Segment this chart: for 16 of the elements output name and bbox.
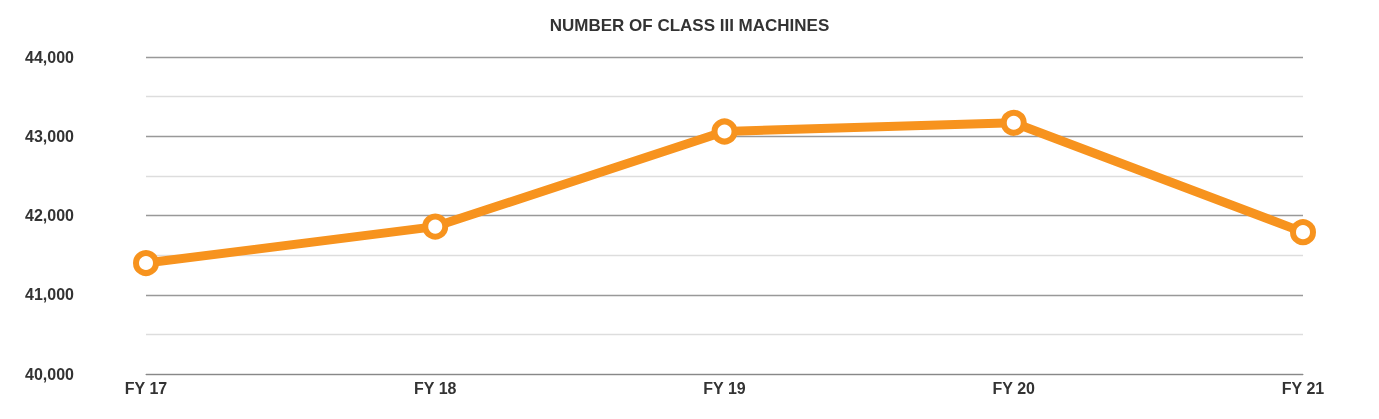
y-tick-label: 42,000 — [25, 207, 75, 224]
point — [711, 118, 738, 145]
point — [1000, 109, 1027, 136]
x-tick-label: FY 19 — [703, 379, 746, 397]
y-tick-label: 40,000 — [25, 365, 75, 383]
point — [422, 213, 449, 240]
point — [1290, 219, 1316, 246]
point — [133, 250, 159, 277]
y-tick-label: 44,000 — [25, 48, 75, 66]
y-tick-label: 41,000 — [25, 286, 75, 304]
y-tick-label: 43,000 — [25, 127, 75, 145]
x-tick-label: FY 17 — [124, 379, 168, 397]
x-tick-label: FY 21 — [1281, 379, 1325, 397]
chart-title: NUMBER OF CLASS III MACHINES — [549, 16, 830, 35]
x-tick-label: FY 20 — [992, 379, 1036, 397]
x-tick-label: FY 18 — [414, 379, 457, 397]
